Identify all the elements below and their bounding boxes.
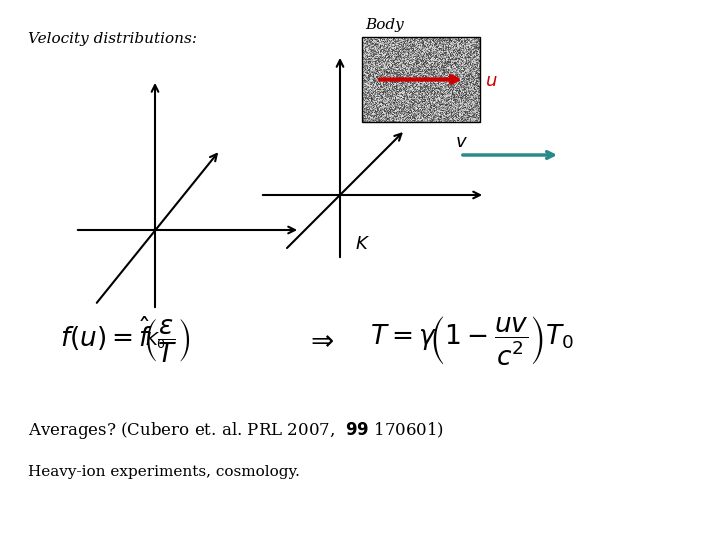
Text: $f(u) = \hat{f}\!\left(\dfrac{\varepsilon}{T}\right)$: $f(u) = \hat{f}\!\left(\dfrac{\varepsilo… bbox=[60, 315, 190, 366]
Bar bbox=[362, 37, 480, 122]
Text: $u$: $u$ bbox=[485, 71, 498, 90]
Text: Body: Body bbox=[365, 18, 404, 32]
Text: Averages? (Cubero et. al. PRL 2007,  $\mathbf{99}$ 170601): Averages? (Cubero et. al. PRL 2007, $\ma… bbox=[28, 420, 444, 441]
Text: $v$: $v$ bbox=[455, 133, 468, 151]
Text: $\Rightarrow$: $\Rightarrow$ bbox=[305, 326, 334, 354]
Text: $T = \gamma\!\left(1 - \dfrac{uv}{c^2}\right)T_0$: $T = \gamma\!\left(1 - \dfrac{uv}{c^2}\r… bbox=[370, 314, 574, 367]
Text: Heavy-ion experiments, cosmology.: Heavy-ion experiments, cosmology. bbox=[28, 465, 300, 479]
Text: $K_0$: $K_0$ bbox=[145, 330, 166, 350]
Text: $K$: $K$ bbox=[355, 235, 370, 253]
Text: Velocity distributions:: Velocity distributions: bbox=[28, 32, 197, 46]
